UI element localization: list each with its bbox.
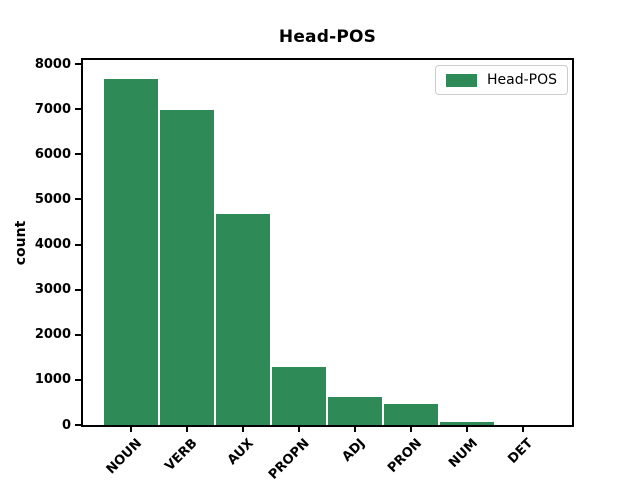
x-tick-mark-noun	[130, 427, 132, 432]
x-tick-mark-propn	[298, 427, 300, 432]
y-tick-label-2000: 2000	[34, 327, 71, 343]
x-tick-label-verb: VERB	[162, 436, 201, 475]
y-tick-label-5000: 5000	[34, 191, 71, 207]
x-tick-label-det: DET	[505, 436, 537, 467]
bar-adj	[327, 395, 383, 425]
legend: Head-POS	[434, 65, 568, 95]
y-tick-label-7000: 7000	[34, 101, 71, 117]
y-tick-mark-7000	[75, 108, 81, 111]
bar-num	[439, 421, 495, 425]
y-tick-mark-1000	[75, 378, 81, 381]
y-tick-mark-2000	[75, 333, 81, 336]
x-tick-mark-num	[466, 427, 468, 432]
x-tick-mark-aux	[242, 427, 244, 432]
x-tick-mark-adj	[354, 427, 356, 432]
y-tick-mark-3000	[75, 288, 81, 291]
plot-area: Head-POS	[81, 58, 574, 427]
y-tick-mark-6000	[75, 153, 81, 156]
legend-color-swatch	[445, 73, 477, 87]
bar-det	[495, 423, 551, 425]
y-tick-mark-5000	[75, 198, 81, 201]
x-tick-mark-det	[522, 427, 524, 432]
legend-label: Head-POS	[486, 72, 557, 88]
x-tick-mark-pron	[410, 427, 412, 432]
x-tick-label-adj: ADJ	[339, 436, 369, 465]
x-tick-mark-verb	[186, 427, 188, 432]
bar-propn	[271, 366, 327, 425]
x-tick-label-num: NUM	[445, 436, 481, 471]
y-tick-mark-0	[75, 424, 81, 426]
bar-noun	[103, 77, 159, 425]
x-tick-label-aux: AUX	[224, 436, 257, 468]
y-tick-label-8000: 8000	[34, 56, 71, 72]
bar-pron	[383, 402, 439, 425]
bar-aux	[215, 212, 271, 425]
x-tick-label-noun: NOUN	[103, 436, 145, 478]
chart-title: Head-POS	[278, 27, 377, 47]
x-tick-label-pron: PRON	[384, 436, 425, 476]
y-tick-label-3000: 3000	[34, 282, 71, 298]
bar-verb	[159, 109, 215, 425]
y-tick-label-1000: 1000	[34, 372, 71, 388]
y-tick-label-0: 0	[61, 417, 71, 433]
y-tick-mark-4000	[75, 243, 81, 246]
y-tick-mark-8000	[75, 63, 81, 66]
x-tick-label-propn: PROPN	[265, 436, 313, 480]
y-tick-label-4000: 4000	[34, 237, 71, 253]
y-tick-label-6000: 6000	[34, 146, 71, 162]
